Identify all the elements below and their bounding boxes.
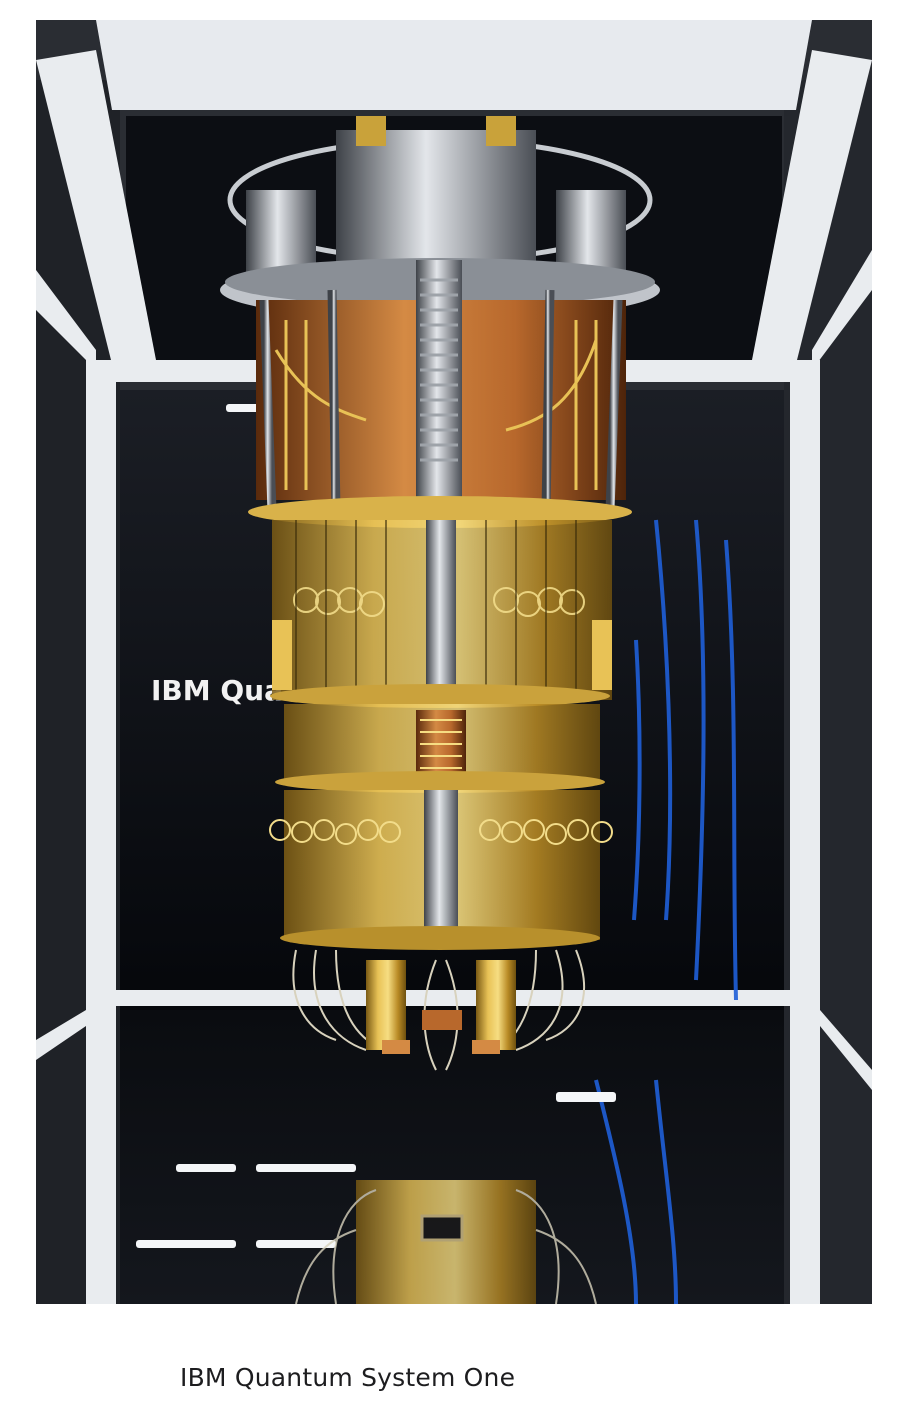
photo-caption: IBM Quantum System One xyxy=(180,1363,516,1392)
blue-cables xyxy=(594,519,738,1304)
coax-wire-bundle xyxy=(292,949,585,1071)
ceiling-lights xyxy=(136,404,616,1248)
background-logo-text: IBM Qua xyxy=(151,674,283,707)
stage-plate-3 xyxy=(270,684,610,708)
bottom-plate xyxy=(280,926,600,950)
ceiling-panel xyxy=(96,20,812,110)
quantum-computer-photo: IBM Qua xyxy=(36,20,872,1304)
upper-copper-stage xyxy=(256,260,626,511)
stage-plate-4 xyxy=(275,771,605,793)
lower-middle-stage xyxy=(284,704,600,784)
lower-gold-stage xyxy=(269,790,613,940)
floor-reflection xyxy=(295,1180,597,1304)
middle-gold-stage xyxy=(272,520,612,700)
qubit-chip-mount xyxy=(366,960,516,1054)
